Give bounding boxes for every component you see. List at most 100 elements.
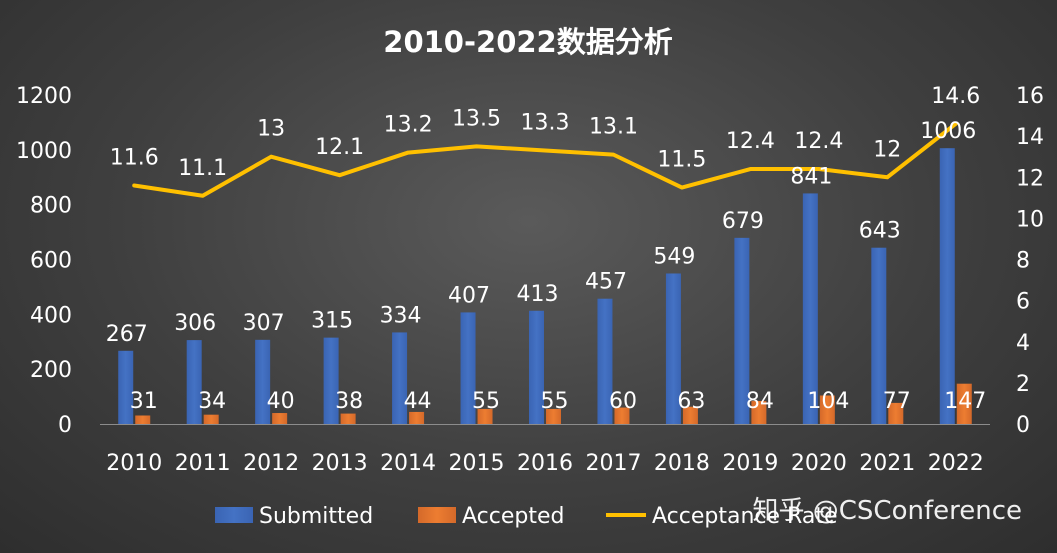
left-tick-label: 1000 bbox=[16, 139, 72, 164]
right-tick-label: 0 bbox=[1016, 413, 1030, 438]
right-tick-label: 4 bbox=[1016, 331, 1030, 356]
bar-accepted bbox=[751, 400, 767, 424]
bar-submitted bbox=[665, 273, 681, 424]
acceptance-rate-line bbox=[132, 121, 958, 198]
x-axis: 2010 2011 2012 2013 2014 2015 2016 2017 2018 2019… bbox=[100, 424, 990, 476]
label-rate: 12.4 bbox=[794, 129, 843, 154]
left-tick-label: 600 bbox=[30, 249, 72, 274]
label-submitted: 457 bbox=[585, 270, 627, 295]
legend-accepted: Accepted bbox=[418, 504, 564, 529]
bar-submitted bbox=[323, 337, 339, 424]
label-accepted: 44 bbox=[404, 389, 432, 414]
label-rate: 12 bbox=[873, 137, 901, 162]
right-tick-label: 12 bbox=[1016, 166, 1044, 191]
label-rate: 12.1 bbox=[315, 135, 364, 160]
right-tick-label: 6 bbox=[1016, 290, 1030, 315]
bar-accepted bbox=[546, 408, 561, 424]
x-tick-label: 2015 bbox=[449, 451, 505, 476]
label-rate: 13.2 bbox=[384, 113, 433, 138]
bar-accepted bbox=[272, 413, 288, 424]
right-tick-label: 10 bbox=[1016, 207, 1044, 232]
bar-submitted bbox=[186, 340, 202, 424]
bar-submitted bbox=[939, 148, 955, 424]
x-tick-label: 2019 bbox=[722, 451, 778, 476]
bar-submitted bbox=[802, 193, 818, 424]
x-tick-label: 2014 bbox=[380, 451, 436, 476]
x-tick-label: 2011 bbox=[175, 451, 231, 476]
data-labels: 267 306 307 315 334 407 413 457 549 679 841 643 1006… bbox=[106, 84, 987, 414]
left-axis: 0 200 400 600 800 1000 1200 bbox=[16, 84, 72, 438]
label-submitted: 334 bbox=[380, 303, 422, 328]
bar-accepted bbox=[682, 406, 698, 424]
bar-submitted bbox=[529, 310, 544, 424]
x-tick-label: 2021 bbox=[859, 451, 915, 476]
label-accepted: 104 bbox=[807, 389, 849, 414]
label-accepted: 60 bbox=[609, 389, 637, 414]
bar-submitted bbox=[118, 350, 134, 424]
x-tick-label: 2020 bbox=[791, 451, 847, 476]
label-submitted: 643 bbox=[859, 219, 901, 244]
bar-accepted bbox=[409, 411, 425, 424]
label-accepted: 38 bbox=[335, 389, 363, 414]
label-rate: 12.4 bbox=[726, 129, 775, 154]
label-accepted: 55 bbox=[541, 389, 569, 414]
x-tick-label: 2022 bbox=[928, 451, 984, 476]
legend-label: Acceptance Rate bbox=[652, 504, 837, 529]
bar-accepted bbox=[819, 395, 835, 424]
label-submitted: 315 bbox=[311, 309, 353, 334]
label-accepted: 63 bbox=[677, 389, 705, 414]
label-rate: 13.3 bbox=[521, 111, 570, 136]
right-axis: 0 2 4 6 8 10 12 14 16 bbox=[1016, 84, 1044, 438]
watermark-text: 知乎 @CSConference bbox=[753, 496, 1023, 526]
left-tick-label: 0 bbox=[58, 413, 72, 438]
x-tick-label: 2018 bbox=[654, 451, 710, 476]
label-submitted: 679 bbox=[722, 209, 764, 234]
label-accepted: 55 bbox=[472, 389, 500, 414]
bar-submitted bbox=[734, 237, 750, 424]
left-tick-label: 200 bbox=[30, 358, 72, 383]
bar-accepted bbox=[614, 407, 630, 424]
label-rate: 11.6 bbox=[110, 145, 159, 170]
label-submitted: 267 bbox=[106, 322, 148, 347]
x-tick-label: 2010 bbox=[106, 451, 162, 476]
label-submitted: 549 bbox=[653, 244, 695, 269]
label-submitted: 307 bbox=[243, 311, 285, 336]
bar-accepted bbox=[956, 383, 972, 424]
legend-label: Submitted bbox=[259, 504, 373, 529]
label-rate: 14.6 bbox=[931, 84, 980, 109]
label-submitted: 413 bbox=[517, 282, 559, 307]
label-submitted: 407 bbox=[448, 283, 490, 308]
right-tick-label: 2 bbox=[1016, 372, 1030, 397]
right-tick-label: 14 bbox=[1016, 125, 1044, 150]
left-tick-label: 800 bbox=[30, 194, 72, 219]
legend-acceptance-rate: Acceptance Rate bbox=[606, 504, 837, 529]
label-rate: 11.1 bbox=[178, 156, 227, 181]
bar-accepted bbox=[203, 414, 219, 424]
legend-submitted: Submitted bbox=[215, 504, 373, 529]
x-tick-label: 2016 bbox=[517, 451, 573, 476]
legend-swatch bbox=[215, 507, 253, 523]
label-rate: 11.5 bbox=[657, 148, 706, 173]
x-tick-label: 2012 bbox=[243, 451, 299, 476]
label-submitted: 841 bbox=[790, 164, 832, 189]
label-rate: 13.5 bbox=[452, 106, 501, 131]
label-accepted: 84 bbox=[746, 389, 774, 414]
label-accepted: 40 bbox=[267, 389, 295, 414]
bar-accepted bbox=[477, 408, 493, 424]
line-series bbox=[132, 121, 958, 198]
bar-accepted bbox=[888, 402, 904, 424]
left-tick-label: 400 bbox=[30, 303, 72, 328]
bar-accepted bbox=[340, 413, 356, 424]
label-accepted: 77 bbox=[883, 389, 911, 414]
legend-swatch bbox=[418, 507, 456, 523]
bar-submitted bbox=[255, 339, 271, 424]
label-accepted: 31 bbox=[130, 389, 158, 414]
right-tick-label: 16 bbox=[1016, 84, 1044, 109]
right-tick-label: 8 bbox=[1016, 249, 1030, 274]
bar-submitted bbox=[871, 247, 887, 424]
label-accepted: 34 bbox=[198, 389, 226, 414]
legend-label: Accepted bbox=[462, 504, 564, 529]
x-tick-label: 2013 bbox=[312, 451, 368, 476]
